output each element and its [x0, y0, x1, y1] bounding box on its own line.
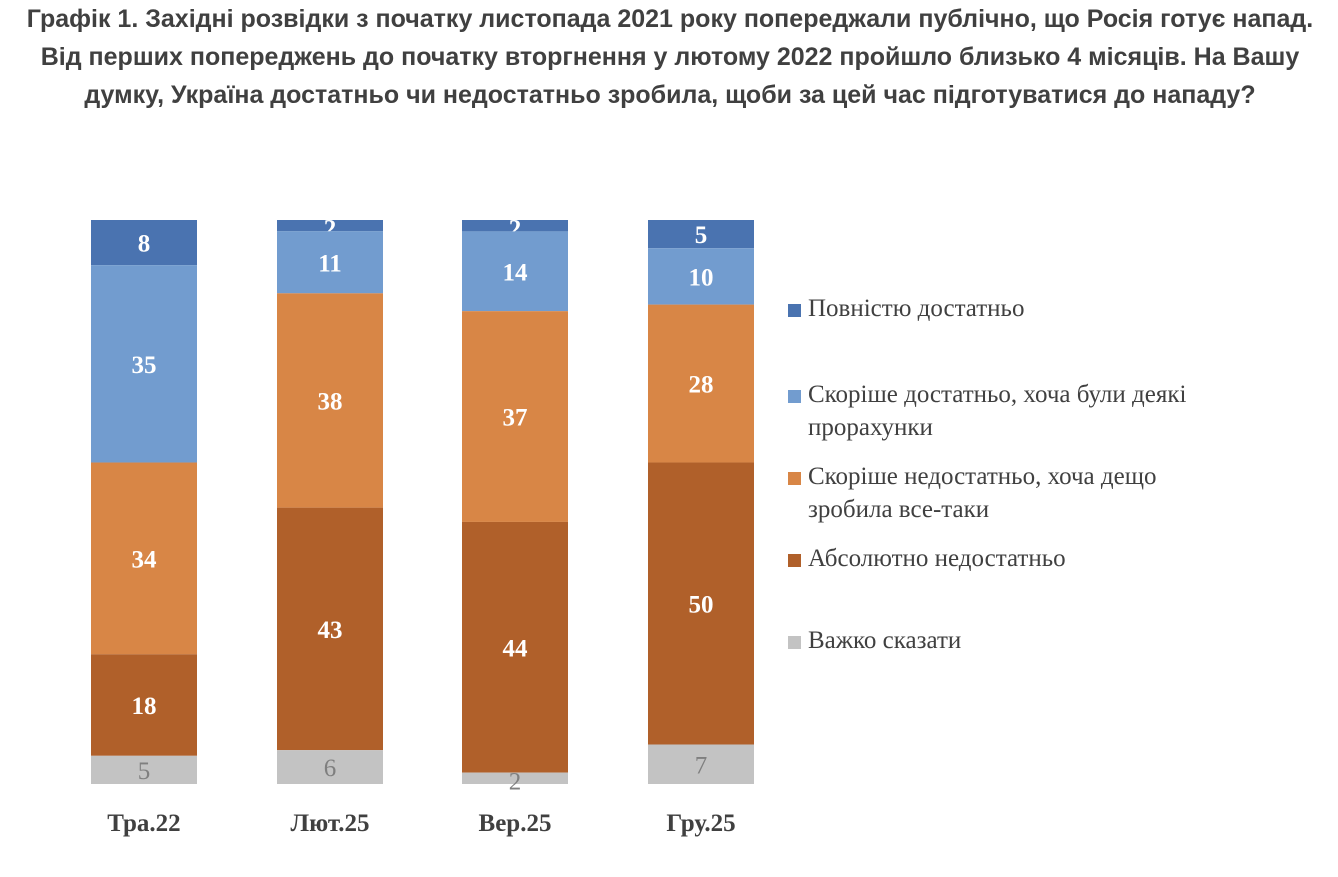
bar-segment-rather-sufficient-2	[277, 231, 383, 294]
data-label-absolutely-insufficient-4: 50	[689, 592, 714, 619]
x-tick-label-3: Вер.25	[479, 810, 552, 837]
bar-segment-rather-insufficient-2	[277, 293, 383, 508]
bar-segment-absolutely-insufficient-2	[277, 507, 383, 751]
bar-segment-rather-insufficient-1	[91, 462, 197, 655]
data-label-hard-to-say-3: 2	[509, 768, 522, 795]
bar-segment-absolutely-insufficient-1	[91, 654, 197, 756]
bar-segment-fully-sufficient-3	[462, 220, 568, 232]
data-label-rather-sufficient-2: 11	[318, 250, 342, 277]
chart-title: Графік 1. Західні розвідки з початку лис…	[26, 5, 1314, 109]
data-label-rather-insufficient-2: 38	[318, 388, 343, 415]
legend-item-rather-insufficient: Скоріше недостатньо, хоча дещо зробила в…	[788, 460, 1238, 526]
data-label-rather-sufficient-3: 14	[503, 259, 529, 286]
legend-swatch	[788, 472, 801, 485]
bar-segment-hard-to-say-4	[648, 744, 754, 784]
bar-segment-hard-to-say-1	[91, 755, 197, 784]
data-label-absolutely-insufficient-3: 44	[503, 635, 529, 662]
legend-item-absolutely-insufficient: Абсолютно недостатньо	[788, 542, 1066, 575]
legend-label: Повністю достатньо	[808, 295, 1025, 322]
data-label-hard-to-say-1: 5	[138, 758, 151, 785]
bar-segment-absolutely-insufficient-4	[648, 462, 754, 745]
data-label-rather-sufficient-4: 10	[689, 264, 714, 291]
bar-segment-rather-sufficient-3	[462, 231, 568, 312]
legend-label: Абсолютно недостатньо	[808, 545, 1066, 572]
legend-swatch	[788, 636, 801, 649]
bar-segment-fully-sufficient-2	[277, 220, 383, 232]
data-label-fully-sufficient-4: 5	[695, 222, 708, 249]
data-label-absolutely-insufficient-2: 43	[318, 617, 343, 644]
data-label-rather-insufficient-3: 37	[503, 405, 528, 432]
bar-segment-rather-sufficient-4	[648, 248, 754, 305]
data-label-absolutely-insufficient-1: 18	[132, 693, 157, 720]
data-label-hard-to-say-2: 6	[324, 755, 337, 782]
x-tick-label-4: Гру.25	[666, 810, 735, 837]
data-label-rather-insufficient-1: 34	[132, 546, 158, 573]
bar-segment-hard-to-say-3	[462, 772, 568, 784]
bar-segment-fully-sufficient-1	[91, 220, 197, 266]
bar-segment-hard-to-say-2	[277, 750, 383, 784]
legend-swatch	[788, 554, 801, 567]
legend-label: Скоріше недостатньо, хоча дещо зробила в…	[808, 463, 1157, 523]
legend-item-rather-sufficient: Скоріше достатньо, хоча були деякі прора…	[788, 378, 1268, 444]
bar-segment-rather-insufficient-3	[462, 311, 568, 522]
legend-item-fully-sufficient: Повністю достатньо	[788, 292, 1024, 325]
data-label-fully-sufficient-1: 8	[138, 231, 151, 258]
x-tick-label-2: Лют.25	[290, 810, 369, 837]
legend-item-hard-to-say: Важко сказати	[788, 624, 961, 657]
bar-segment-fully-sufficient-4	[648, 220, 754, 249]
legend-swatch	[788, 304, 801, 317]
data-label-rather-sufficient-1: 35	[132, 352, 157, 379]
data-label-hard-to-say-4: 7	[695, 752, 708, 779]
bar-segment-rather-insufficient-4	[648, 304, 754, 463]
bar-segment-rather-sufficient-1	[91, 265, 197, 463]
legend-swatch	[788, 390, 801, 403]
legend-label: Важко сказати	[808, 627, 962, 654]
x-tick-label-1: Тра.22	[107, 810, 180, 837]
data-label-rather-insufficient-4: 28	[689, 372, 714, 399]
bar-segment-absolutely-insufficient-3	[462, 521, 568, 773]
legend-label: Скоріше достатньо, хоча були деякі прора…	[808, 381, 1187, 441]
